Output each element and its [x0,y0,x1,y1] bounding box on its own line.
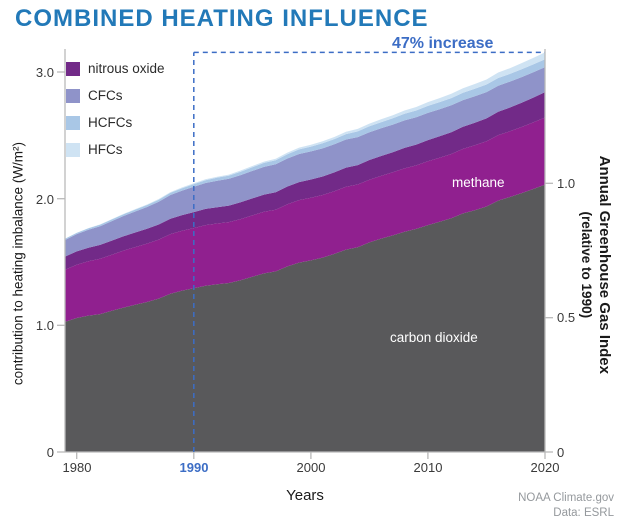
legend: nitrous oxide CFCs HCFCs HFCs [66,61,165,157]
area-nitrous-oxide [65,92,545,270]
y-axis-right-label-line1: Annual Greenhouse Gas Index [595,155,613,374]
area-methane [65,117,545,322]
legend-item-hfcs: HFCs [66,142,165,157]
area-hcfcs [65,59,545,241]
x-tick-2000: 2000 [296,460,326,475]
x-tick-2020: 2020 [530,460,560,475]
legend-swatch-hcfcs-icon [66,115,80,130]
legend-swatch-hfcs-icon [66,142,80,157]
y-axis-right-label: Annual Greenhouse Gas Index (relative to… [577,115,613,415]
increase-annotation: 47% increase [392,35,494,52]
legend-swatch-nitrous-oxide-icon [66,61,80,76]
legend-label-hcfcs: HCFCs [88,115,133,130]
area-cfcs [65,67,545,257]
legend-label-cfcs: CFCs [88,88,123,103]
area-label-methane: methane [452,175,505,190]
y-left-tick-0: 0 [46,445,54,460]
area-carbon-dioxide [65,184,545,452]
y-left-tick-1.0: 1.0 [35,318,54,333]
legend-swatch-cfcs-icon [66,88,80,103]
x-tick-1980: 1980 [62,460,92,475]
footer-credit-line: NOAA Climate.gov [518,492,614,504]
y-axis-left-label: contribution to heating imbalance (W/m²) [10,141,26,386]
area-label-carbon-dioxide: carbon dioxide [390,330,478,345]
x-tick-2010: 2010 [413,460,443,475]
legend-label-nitrous-oxide: nitrous oxide [88,61,165,76]
y-left-tick-2.0: 2.0 [35,192,54,207]
y-right-tick-0: 0 [557,445,565,460]
y-right-tick-0.5: 0.5 [557,310,576,325]
chart-title: COMBINED HEATING INFLUENCE [15,5,429,32]
y-axis-right-label-line2: (relative to 1990) [579,211,595,319]
legend-item-nitrous-oxide: nitrous oxide [66,61,165,76]
y-left-tick-3.0: 3.0 [35,65,54,80]
footer-credit: NOAA Climate.gov Data: ESRL [518,491,614,521]
x-axis-title: Years [286,487,324,504]
legend-label-hfcs: HFCs [88,142,123,157]
legend-item-hcfcs: HCFCs [66,115,165,130]
footer-source-line: Data: ESRL [553,506,614,519]
legend-item-cfcs: CFCs [66,88,165,103]
x-tick-1990: 1990 [179,460,209,475]
y-right-tick-1.0: 1.0 [557,176,576,191]
